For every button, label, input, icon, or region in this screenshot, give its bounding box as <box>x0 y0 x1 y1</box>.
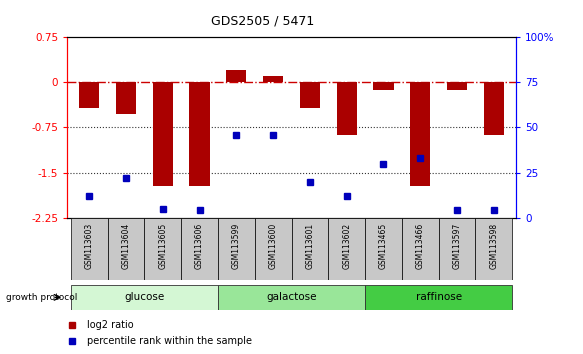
Bar <box>116 82 136 114</box>
Bar <box>365 285 512 310</box>
Text: glucose: glucose <box>124 292 164 302</box>
Bar <box>255 218 292 280</box>
Text: growth protocol: growth protocol <box>6 293 77 302</box>
Bar <box>145 218 181 280</box>
Text: GSM113605: GSM113605 <box>158 223 167 269</box>
Bar <box>447 82 467 90</box>
Text: GSM113600: GSM113600 <box>269 223 278 269</box>
Bar <box>79 82 99 108</box>
Text: GSM113465: GSM113465 <box>379 223 388 269</box>
Text: galactose: galactose <box>266 292 317 302</box>
Bar <box>292 218 328 280</box>
Bar <box>263 76 283 82</box>
Bar <box>328 218 365 280</box>
Text: GSM113602: GSM113602 <box>342 223 351 269</box>
Bar <box>336 82 357 135</box>
Text: GSM113603: GSM113603 <box>85 223 94 269</box>
Bar <box>153 82 173 186</box>
Bar <box>218 285 365 310</box>
Text: GSM113598: GSM113598 <box>489 223 498 269</box>
Bar <box>300 82 320 108</box>
Text: GSM113601: GSM113601 <box>305 223 314 269</box>
Bar <box>181 218 218 280</box>
Text: percentile rank within the sample: percentile rank within the sample <box>87 336 252 346</box>
Bar <box>71 218 107 280</box>
Bar <box>226 70 247 82</box>
Bar <box>476 218 512 280</box>
Bar <box>373 82 394 90</box>
Bar <box>71 285 218 310</box>
Text: raffinose: raffinose <box>416 292 462 302</box>
Bar <box>438 218 476 280</box>
Bar <box>484 82 504 135</box>
Text: log2 ratio: log2 ratio <box>87 320 134 330</box>
Bar <box>402 218 438 280</box>
Bar <box>365 218 402 280</box>
Text: GSM113604: GSM113604 <box>121 223 131 269</box>
Bar <box>410 82 430 186</box>
Text: GDS2505 / 5471: GDS2505 / 5471 <box>210 14 314 27</box>
Bar <box>218 218 255 280</box>
Bar <box>107 218 145 280</box>
Bar <box>189 82 210 186</box>
Text: GSM113599: GSM113599 <box>232 223 241 269</box>
Text: GSM113606: GSM113606 <box>195 223 204 269</box>
Text: GSM113597: GSM113597 <box>452 223 462 269</box>
Text: GSM113466: GSM113466 <box>416 223 425 269</box>
